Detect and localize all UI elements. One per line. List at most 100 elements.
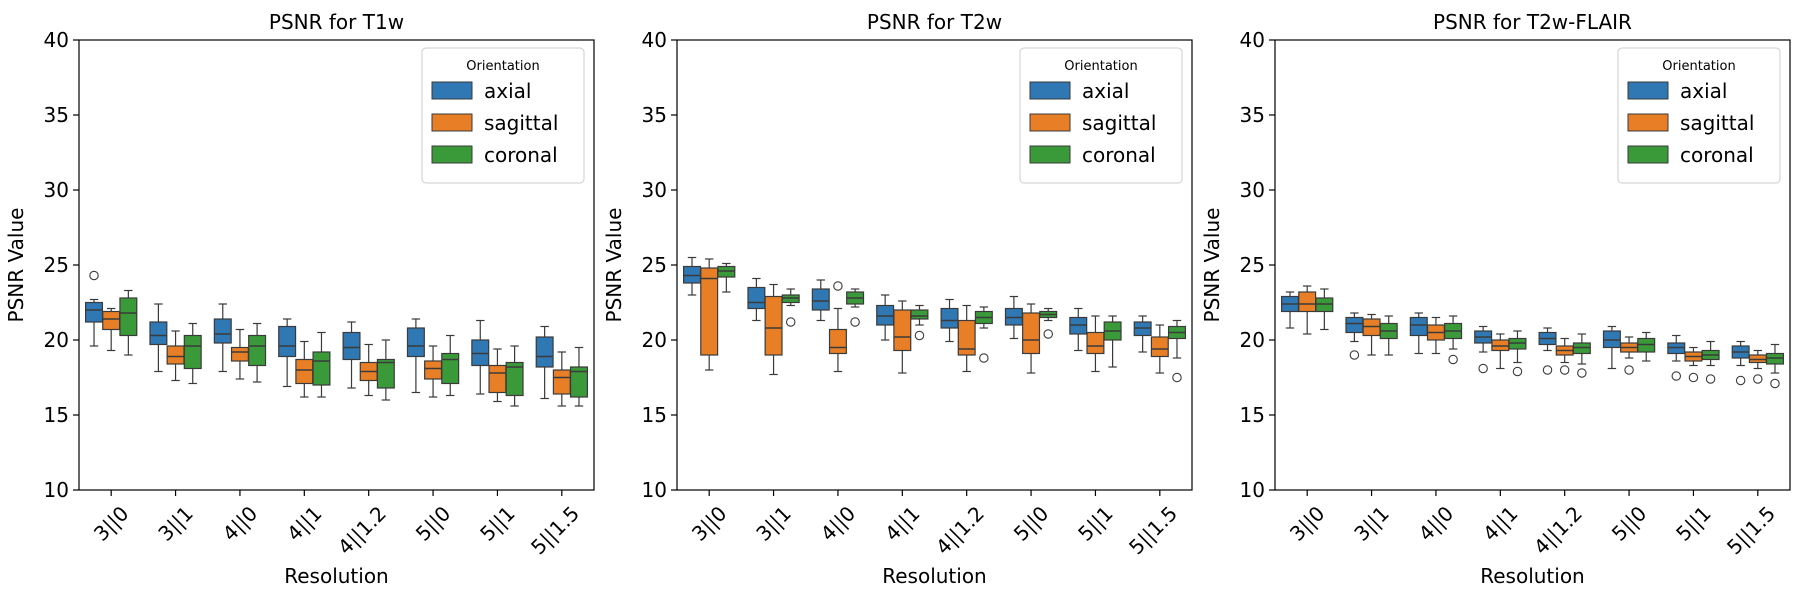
outlier-point: [1577, 368, 1587, 378]
chart-panel-3: PSNR for T2w-FLAIR 10 15 20 25 30 35 40 PSNR Val…: [1200, 10, 1791, 588]
legend-swatch-sagittal: [1627, 113, 1669, 132]
outlier-point: [1770, 378, 1780, 389]
legend-label-sagittal: sagittal: [484, 111, 558, 135]
box-body: [1508, 337, 1527, 350]
box-sagittal-8: [1150, 324, 1169, 374]
box-coronal-7: [505, 345, 524, 407]
box-coronal-5: [974, 306, 993, 363]
x-tick-label: 3||0: [89, 501, 134, 546]
legend: Orientation axial sagittal coronal: [421, 47, 585, 184]
x-axis-label: Resolution: [882, 564, 987, 588]
outlier-point: [1559, 365, 1570, 375]
box-body: [1069, 316, 1088, 335]
y-tick-label: 35: [642, 103, 667, 127]
legend: Orientation axial sagittal coronal: [1019, 47, 1183, 184]
box-sagittal-4: [1491, 333, 1510, 370]
y-tick-label: 20: [44, 328, 69, 352]
box-coronal-3: [248, 322, 267, 383]
box-body: [1345, 316, 1364, 334]
chart-panel-1: PSNR for T1w 10 15 20 25 30 35 40 PSNR Value 3||0…: [4, 10, 595, 588]
axes-frame: [1274, 39, 1791, 491]
x-tick-label: 5||1.5: [1124, 501, 1182, 559]
box-body: [406, 327, 425, 358]
legend-label-coronal: coronal: [1082, 143, 1156, 167]
outlier-point: [1043, 329, 1053, 339]
outlier-point: [979, 353, 989, 363]
axes-frame: [676, 39, 1193, 491]
box-body: [747, 286, 766, 310]
axes-frame: [78, 39, 595, 491]
box-axial-8: [535, 325, 554, 400]
chart-title: PSNR for T2w: [867, 10, 1002, 34]
legend-label-sagittal: sagittal: [1082, 111, 1156, 135]
box-body: [1748, 354, 1767, 364]
y-tick-label: 30: [642, 178, 667, 202]
box-axial-1: [85, 270, 104, 347]
y-tick-label: 40: [642, 28, 667, 52]
box-axial-8: [1133, 315, 1152, 353]
box-body: [828, 328, 847, 355]
box-body: [1765, 352, 1784, 365]
box-coronal-5: [1572, 333, 1591, 378]
box-coronal-1: [119, 289, 138, 356]
box-body: [342, 331, 361, 361]
box-body: [213, 318, 232, 344]
box-sagittal-2: [1362, 313, 1381, 356]
box-body: [248, 334, 267, 367]
y-tick-label: 30: [44, 178, 69, 202]
box-sagittal-7: [488, 348, 507, 403]
box-body: [505, 361, 524, 397]
box-body: [1298, 291, 1317, 313]
y-tick-label: 25: [1240, 253, 1265, 277]
box-coronal-3: [1444, 315, 1463, 365]
box-coronal-4: [1508, 330, 1527, 377]
outlier-point: [1448, 354, 1458, 365]
box-body: [230, 346, 249, 362]
box-sagittal-3: [230, 328, 249, 380]
legend-swatch-axial: [431, 81, 473, 100]
box-body: [876, 304, 895, 326]
box-axial-7: [471, 319, 490, 395]
box-axial-5: [1538, 327, 1557, 375]
box-body: [1086, 331, 1105, 355]
y-tick-label: 10: [1240, 478, 1265, 502]
x-tick-label: 4||1: [880, 501, 925, 546]
box-coronal-8: [1765, 343, 1784, 389]
outlier-point: [1735, 375, 1746, 386]
outlier-point: [1753, 374, 1763, 384]
chart-title: PSNR for T1w: [269, 10, 404, 34]
box-body: [893, 309, 912, 352]
box-axial-2: [1345, 312, 1364, 360]
box-axial-5: [940, 298, 959, 343]
box-coronal-1: [717, 262, 736, 293]
box-coronal-7: [1701, 340, 1720, 384]
outlier-point: [1542, 365, 1553, 375]
box-body: [471, 339, 490, 367]
legend-label-axial: axial: [484, 79, 531, 103]
y-tick-label: 15: [44, 403, 69, 427]
y-tick-label: 20: [1240, 328, 1265, 352]
box-body: [552, 369, 571, 395]
box-sagittal-1: [700, 258, 719, 371]
outlier-point: [914, 330, 925, 341]
box-axial-2: [747, 277, 766, 322]
legend-title: Orientation: [466, 59, 539, 74]
box-body: [1409, 316, 1428, 337]
legend-label-sagittal: sagittal: [1680, 111, 1754, 135]
box-sagittal-7: [1086, 315, 1105, 373]
box-axial-3: [811, 279, 830, 322]
box-sagittal-2: [166, 330, 185, 382]
x-tick-label: 4||1.2: [931, 501, 989, 559]
outlier-point: [785, 317, 796, 327]
x-tick-label: 5||1: [1073, 501, 1118, 546]
y-tick-label: 35: [44, 103, 69, 127]
box-coronal-7: [1103, 315, 1122, 368]
box-axial-4: [1474, 325, 1493, 374]
x-tick-label: 3||0: [687, 501, 732, 546]
box-body: [1004, 307, 1023, 326]
box-body: [1150, 336, 1169, 358]
legend-label-coronal: coronal: [484, 143, 558, 167]
legend-label-axial: axial: [1082, 79, 1129, 103]
box-body: [102, 310, 121, 331]
box-coronal-6: [441, 334, 460, 397]
